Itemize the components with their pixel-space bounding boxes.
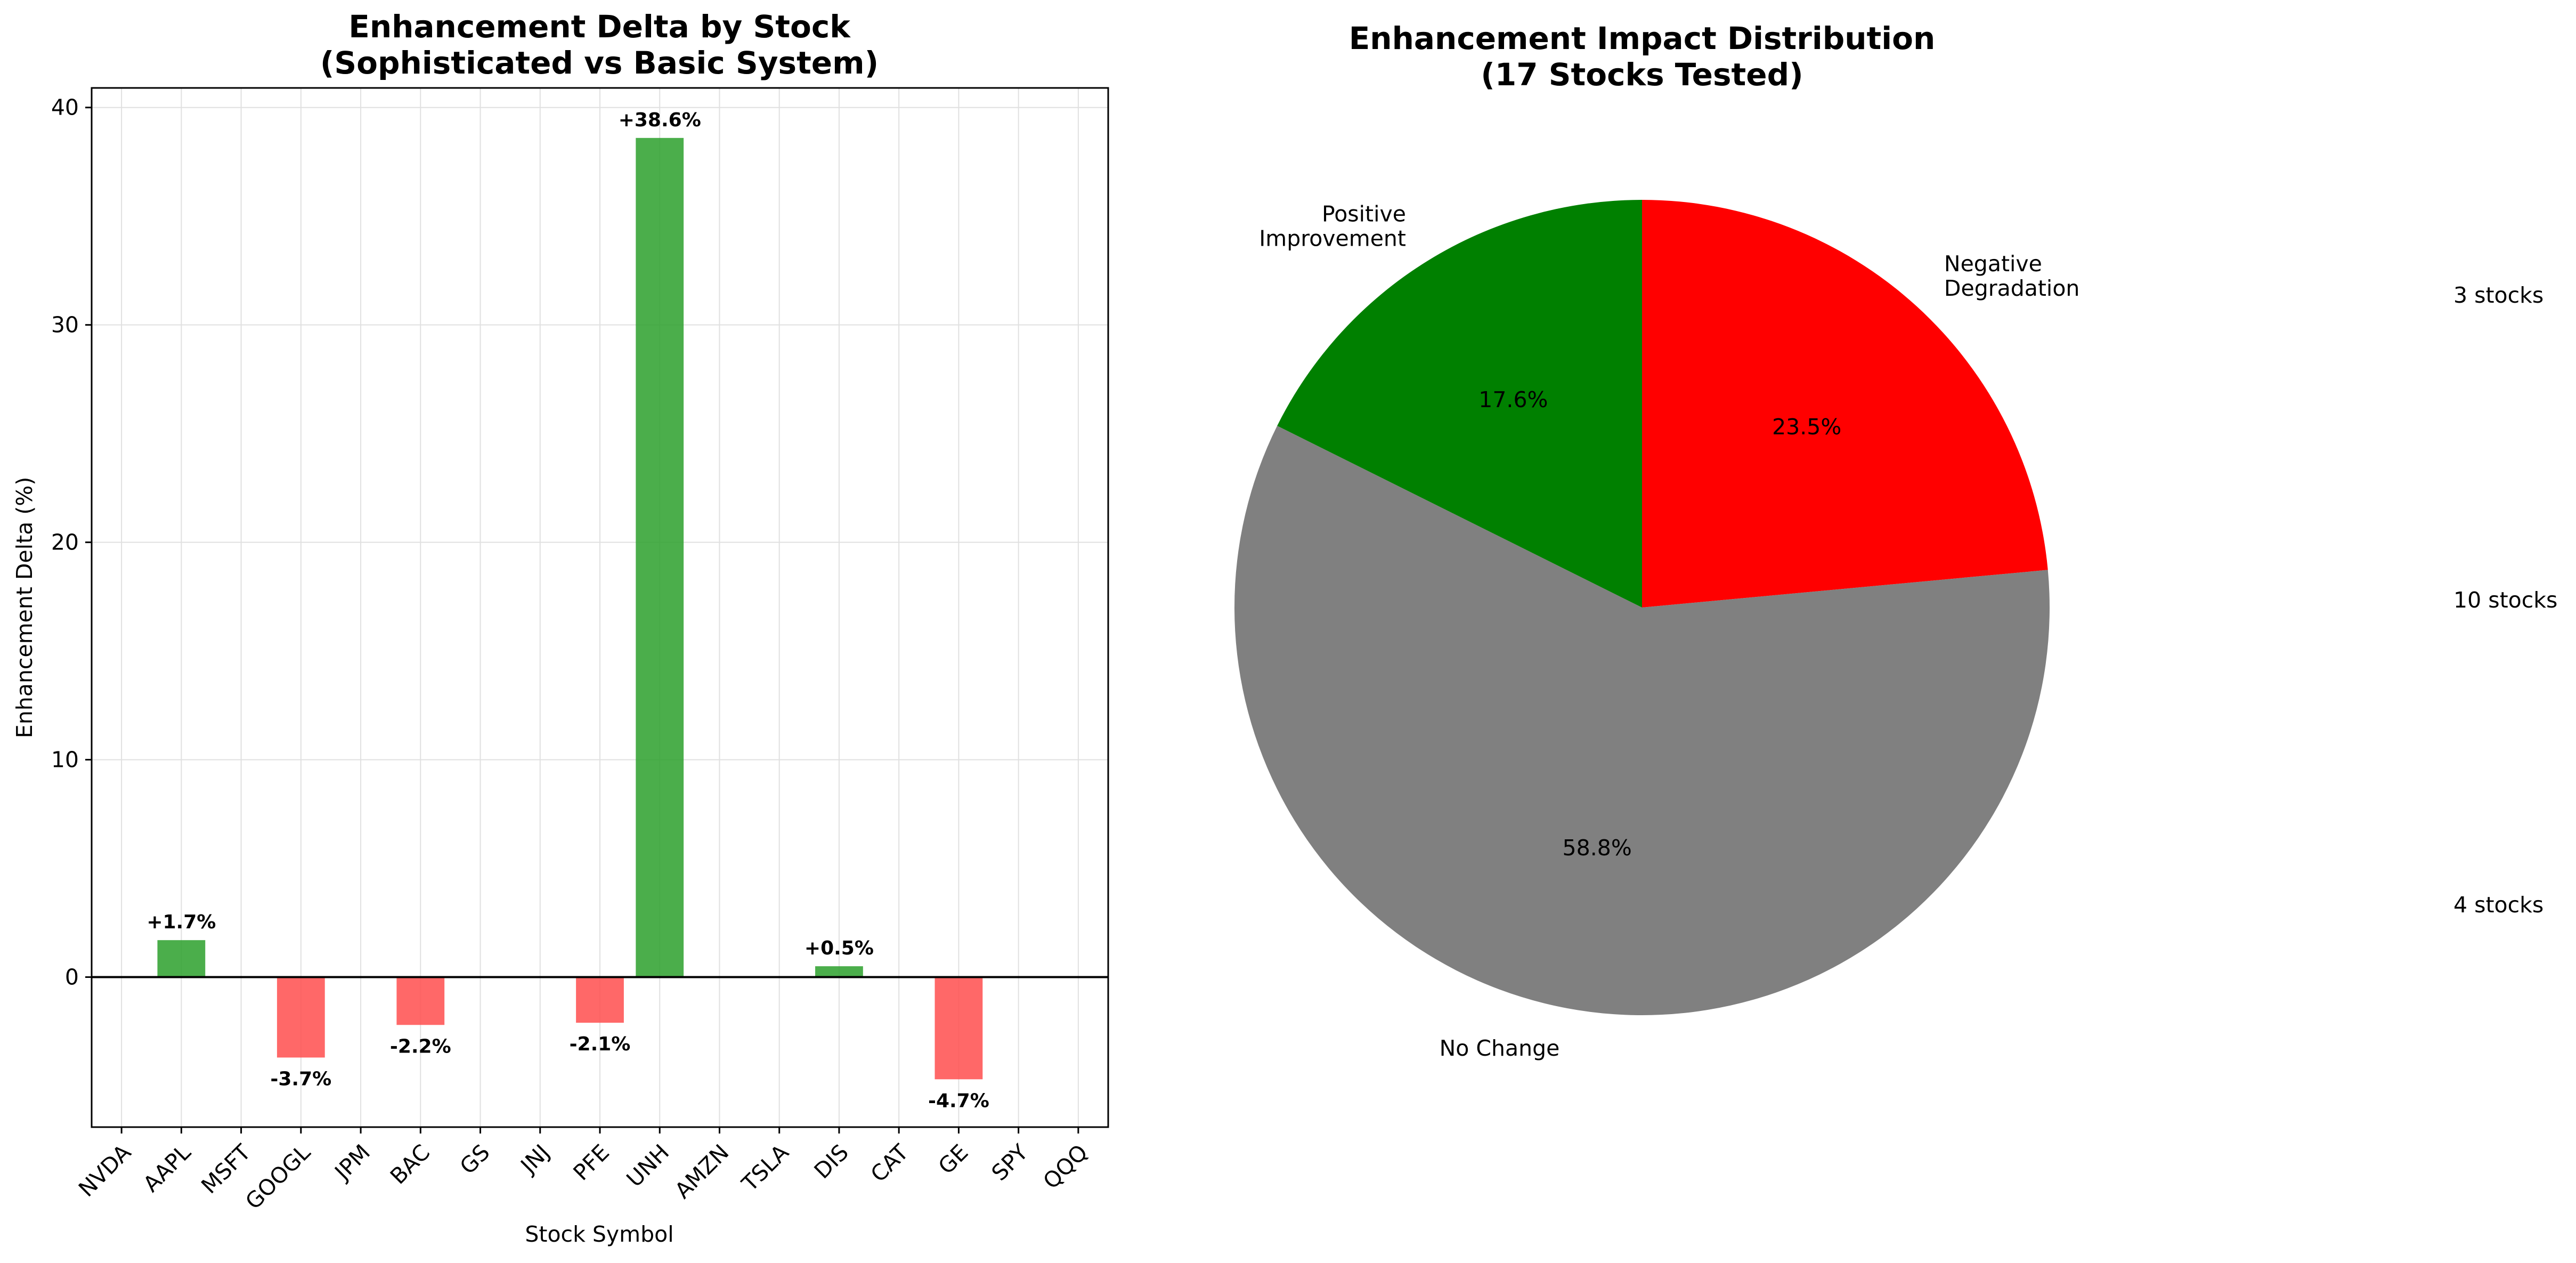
x-tick-label-AAPL: AAPL bbox=[138, 1139, 196, 1197]
x-axis-label: Stock Symbol bbox=[525, 1221, 673, 1247]
pie-slice-label: Negative Degradation bbox=[1944, 251, 2080, 301]
bar-GOOGL bbox=[277, 977, 325, 1058]
pie-slices bbox=[1234, 199, 2050, 1016]
bar-chart-title-line1: Enhancement Delta by Stock bbox=[348, 9, 851, 45]
y-tick-label: 30 bbox=[51, 312, 79, 338]
pie-slice-2 bbox=[1277, 199, 1642, 608]
side-count-label: 10 stocks bbox=[2453, 587, 2557, 613]
bar-chart-title-line2: (Sophisticated vs Basic System) bbox=[320, 45, 879, 81]
x-tick-label-GE: GE bbox=[933, 1139, 973, 1179]
data-label-DIS: +0.5% bbox=[805, 937, 874, 959]
x-tick-label-PFE: PFE bbox=[568, 1139, 614, 1185]
x-tick-label-GOOGL: GOOGL bbox=[240, 1139, 315, 1215]
y-tick-label: 0 bbox=[65, 965, 79, 990]
y-axis-ticks: 0 10 20 30 40 bbox=[51, 95, 92, 990]
y-tick-label: 10 bbox=[51, 747, 79, 773]
pie-pct-label: 23.5% bbox=[1772, 414, 1841, 440]
data-label-AAPL: +1.7% bbox=[147, 911, 216, 933]
x-tick-label-QQQ: QQQ bbox=[1038, 1139, 1093, 1194]
pie-slice-0 bbox=[1642, 200, 2048, 608]
pie-pct-label: 58.8% bbox=[1563, 835, 1632, 861]
side-count-labels: 3 stocks 10 stocks 4 stocks bbox=[2453, 282, 2557, 918]
pie-slice-label: Positive Improvement bbox=[1259, 201, 1406, 252]
data-label-GE: -4.7% bbox=[928, 1090, 989, 1112]
y-tick-label: 40 bbox=[51, 95, 79, 120]
x-tick-label-GS: GS bbox=[455, 1139, 495, 1179]
x-tick-label-DIS: DIS bbox=[809, 1139, 854, 1184]
pie-chart: 23.5% Negative Degradation 58.8% No Change 17… bbox=[1234, 20, 2557, 1061]
bar-GE bbox=[934, 977, 983, 1080]
x-tick-label-BAC: BAC bbox=[385, 1139, 435, 1189]
x-tick-label-JPM: JPM bbox=[329, 1139, 375, 1186]
bar-chart-bars bbox=[157, 137, 983, 1080]
data-label-PFE: -2.1% bbox=[570, 1033, 631, 1055]
bar-UNH bbox=[636, 137, 684, 977]
pie-pct-label: 17.6% bbox=[1478, 387, 1548, 412]
pie-labels: 23.5% Negative Degradation 58.8% No Change 17… bbox=[1259, 201, 2079, 1062]
data-label-GOOGL: -3.7% bbox=[270, 1068, 331, 1090]
side-count-label: 4 stocks bbox=[2453, 892, 2544, 918]
x-tick-label-TSLA: TSLA bbox=[736, 1139, 793, 1196]
data-label-BAC: -2.2% bbox=[390, 1035, 451, 1057]
data-label-UNH: +38.6% bbox=[619, 109, 701, 131]
x-tick-label-UNH: UNH bbox=[622, 1139, 675, 1192]
x-tick-label-AMZN: AMZN bbox=[670, 1139, 734, 1203]
y-tick-label: 20 bbox=[51, 530, 79, 555]
x-tick-label-NVDA: NVDA bbox=[74, 1139, 136, 1202]
x-tick-label-CAT: CAT bbox=[866, 1139, 914, 1187]
bar-data-labels: +1.7% -3.7% -2.2% -2.1% +38.6% +0.5% -4.7% bbox=[147, 109, 989, 1112]
x-tick-label-JNJ: JNJ bbox=[515, 1139, 555, 1179]
x-tick-label-SPY: SPY bbox=[987, 1139, 1034, 1186]
bar-AAPL bbox=[157, 940, 206, 977]
y-axis-label: Enhancement Delta (%) bbox=[12, 477, 37, 738]
pie-chart-title-line2: (17 Stocks Tested) bbox=[1481, 56, 1803, 93]
pie-chart-title-line1: Enhancement Impact Distribution bbox=[1349, 20, 1936, 56]
bar-PFE bbox=[576, 977, 624, 1023]
bar-BAC bbox=[396, 977, 445, 1025]
pie-slice-1 bbox=[1234, 426, 2050, 1016]
pie-slice-label: No Change bbox=[1440, 1035, 1560, 1061]
bar-DIS bbox=[815, 966, 863, 977]
bar-chart-grid bbox=[92, 88, 1108, 1127]
side-count-label: 3 stocks bbox=[2453, 282, 2544, 308]
